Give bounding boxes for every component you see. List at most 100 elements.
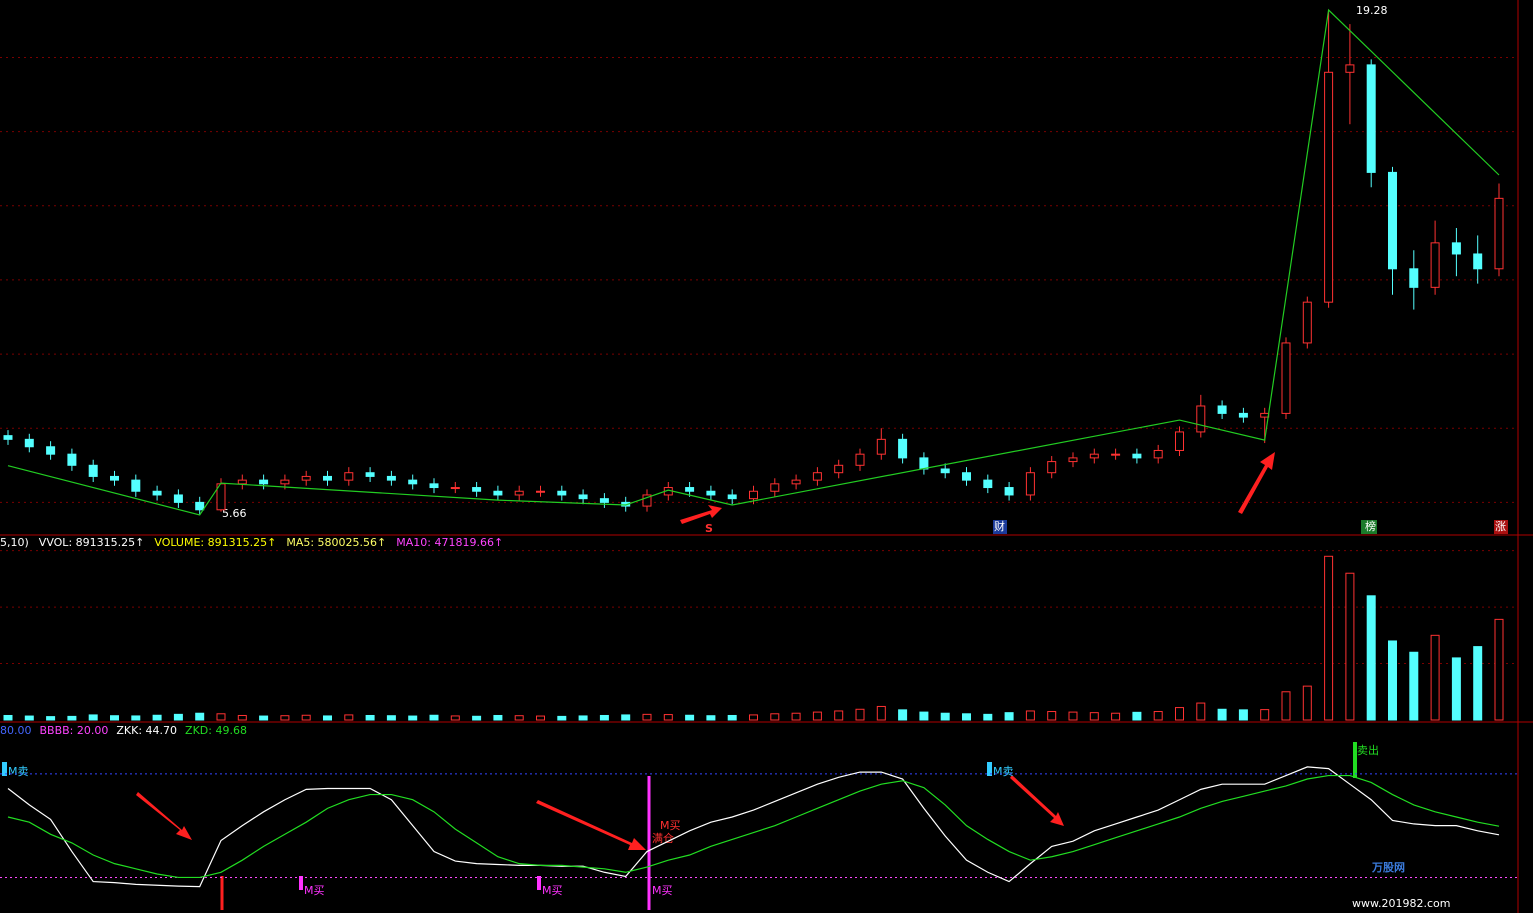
volume-bar — [301, 714, 311, 721]
candle-body — [3, 435, 13, 440]
signal-label: M卖 — [8, 765, 29, 778]
event-label: 财 — [994, 519, 1005, 533]
volume-bar — [1494, 618, 1504, 721]
signal-label: M买 — [304, 884, 325, 897]
signal-bar — [1353, 742, 1357, 778]
legend-entry: BBBB: 20.00 — [40, 724, 109, 737]
event-label: 涨 — [1495, 520, 1506, 533]
volume-bar — [1047, 711, 1057, 721]
candle-body — [301, 475, 311, 481]
candle-body — [1260, 412, 1270, 418]
volume-bar — [557, 715, 567, 721]
candle-body — [1153, 449, 1163, 459]
candle-body — [983, 479, 993, 489]
volume-bar — [1345, 572, 1355, 721]
volume-bar — [493, 714, 503, 721]
candle-body — [855, 453, 865, 466]
candle-body — [1324, 71, 1334, 303]
candle-body — [1111, 453, 1121, 456]
candle-body — [1238, 412, 1248, 418]
volume-bar — [1451, 657, 1461, 721]
candle-body — [1089, 453, 1099, 459]
candle-body — [1025, 472, 1035, 496]
candle-body — [1068, 457, 1078, 463]
volume-bar — [578, 715, 588, 721]
event-label: S — [705, 522, 713, 535]
volume-bar — [450, 715, 460, 721]
candle-body — [173, 494, 183, 503]
candle-body — [1473, 253, 1483, 270]
candle-body — [429, 483, 439, 489]
signal-bar — [537, 876, 541, 890]
zigzag-line — [7, 8, 1500, 516]
volume-bar — [1175, 707, 1184, 721]
volume-bar — [1260, 709, 1270, 721]
volume-bar — [173, 713, 183, 721]
legend-entry: ZKK: 44.70 — [116, 724, 177, 737]
volume-bar — [472, 715, 482, 721]
volume-bar — [727, 714, 737, 721]
high-label: 19.28 — [1356, 4, 1388, 17]
signal-bar — [2, 762, 7, 776]
volume-bar — [621, 714, 631, 721]
candle-body — [1302, 301, 1312, 344]
volume-bar — [216, 713, 226, 721]
volume-bar — [152, 714, 162, 721]
volume-bar — [855, 708, 865, 721]
candle-body — [1175, 431, 1184, 451]
volume-bar — [1025, 710, 1035, 721]
event-label: 榜 — [1365, 519, 1376, 533]
candle-body — [237, 479, 247, 485]
candle-body — [280, 479, 290, 485]
event-box — [993, 520, 1007, 534]
volume-bar — [663, 714, 673, 721]
candle-body — [940, 468, 950, 474]
candle-body — [727, 494, 737, 500]
volume-bar — [536, 715, 545, 721]
candle-body — [408, 479, 418, 485]
candle-body — [706, 490, 716, 496]
volume-bar — [1004, 712, 1014, 721]
candle-body — [1345, 64, 1355, 73]
candle-body — [1132, 453, 1142, 459]
volume-bar — [259, 715, 269, 721]
volume-bar — [408, 715, 418, 721]
volume-bar — [876, 705, 886, 721]
volume-bar — [237, 714, 247, 721]
volume-bar — [344, 714, 354, 721]
volume-bar — [46, 716, 56, 721]
candle-body — [685, 487, 695, 492]
legend-entry: ZKD: 49.68 — [185, 724, 247, 737]
watermark: 万股网 — [1371, 861, 1405, 874]
volume-bar — [1089, 712, 1099, 721]
candle-body — [812, 472, 822, 481]
volume-bar — [67, 715, 77, 721]
volume-bar — [1217, 708, 1227, 721]
volume-bar — [131, 715, 141, 721]
volume-bar — [1281, 691, 1291, 721]
volume-bar — [812, 711, 822, 721]
candle-body — [514, 490, 524, 496]
volume-bar — [429, 714, 439, 721]
legend-entry: VOLUME: 891315.25↑ — [154, 536, 276, 549]
indicator-line — [7, 774, 1500, 879]
volume-bar — [1111, 712, 1121, 721]
candle-body — [110, 475, 119, 481]
arrow — [1238, 452, 1275, 514]
candle-body — [46, 446, 56, 455]
volume-bar — [1430, 634, 1440, 721]
volume-bar — [749, 714, 758, 721]
legend-entry: 80.00 — [0, 724, 32, 737]
candle-body — [1004, 487, 1014, 496]
volume-bar — [1302, 685, 1312, 721]
candle-body — [1430, 242, 1440, 288]
legend-entry: MA5: 580025.56↑ — [286, 536, 386, 549]
event-box — [1494, 520, 1508, 534]
volume-bar — [88, 714, 98, 721]
candle-body — [557, 490, 567, 496]
volume-bar — [1068, 711, 1078, 721]
candle-body — [1451, 242, 1461, 255]
event-box — [1361, 520, 1377, 534]
volume-bar — [962, 713, 971, 721]
